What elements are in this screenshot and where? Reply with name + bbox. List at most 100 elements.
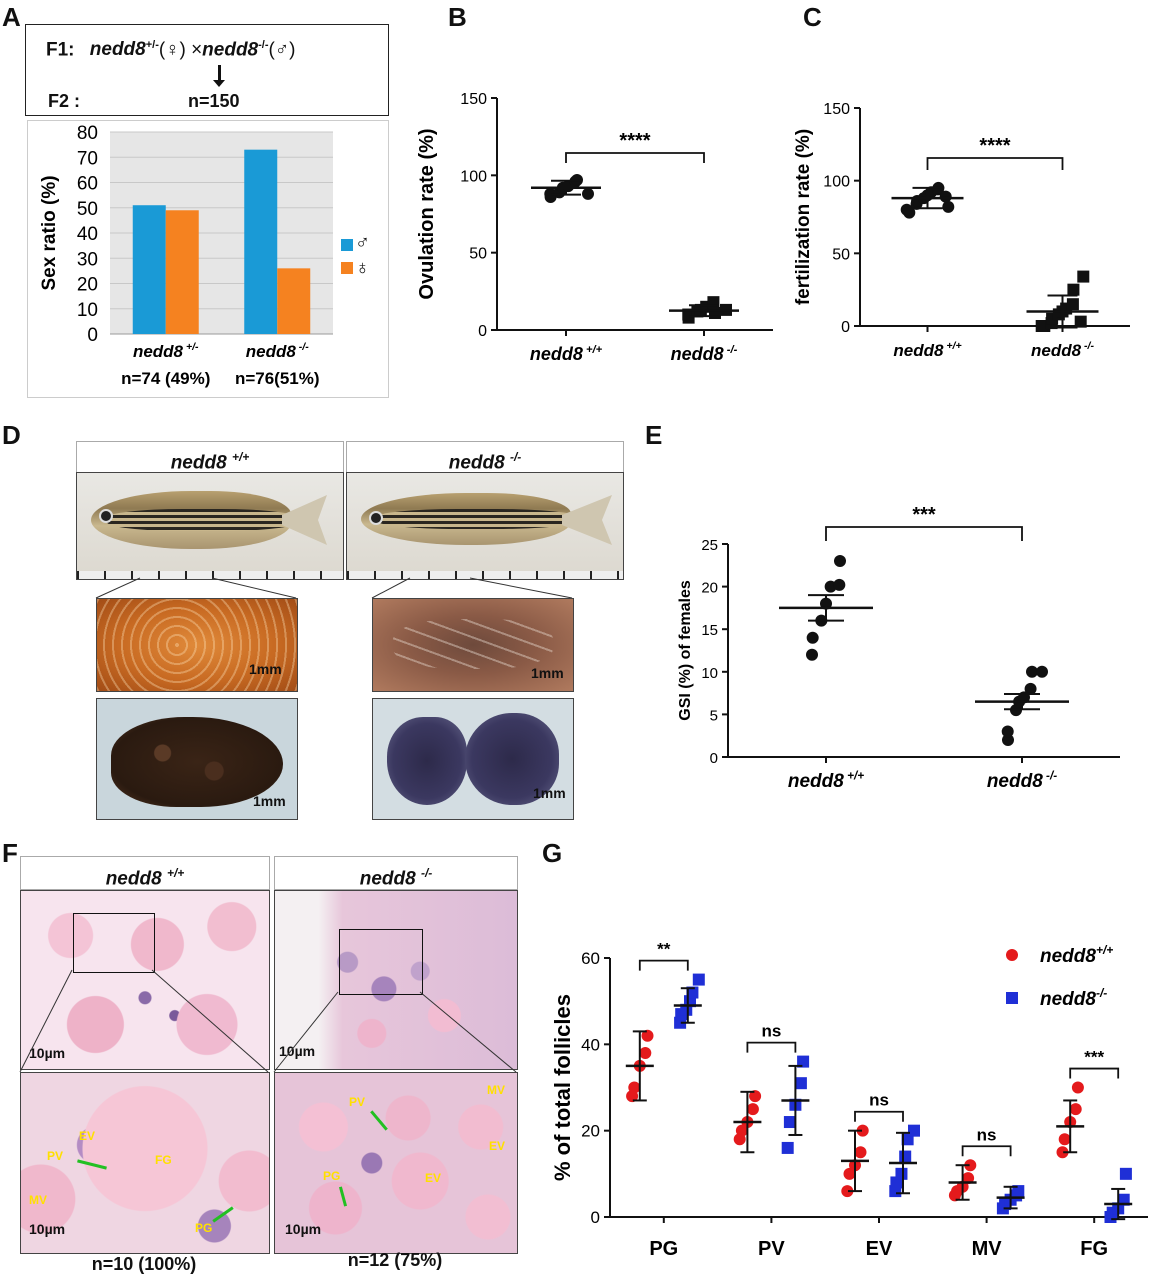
panel-f-title-right: nedd8 -/-	[274, 856, 518, 890]
scale-bar-f3: 10µm	[29, 1221, 66, 1237]
point-E-1-5	[1024, 682, 1037, 695]
cross-female-parent: nedd8	[89, 39, 146, 61]
sig-G-2-bracket	[854, 1110, 904, 1122]
tissue-label-right-3: EV	[489, 1139, 506, 1153]
y-tick-G-0: 0	[591, 1208, 600, 1227]
fish-stripes-mutant	[377, 509, 577, 529]
y-tick-E-3: 15	[701, 622, 718, 639]
y-tick-a-3: 30	[77, 249, 98, 270]
point-G-3-0-4	[964, 1159, 977, 1172]
gsi-chart: 0 5 10 15 20 25 GSI (%) of females nedd8 +/+ ned…	[677, 504, 1120, 792]
x-tick-C-0: nedd8 +/+	[893, 340, 961, 360]
sig-E-label: ***	[912, 504, 936, 526]
cross-arrow-head	[213, 80, 225, 87]
fish-photo-wildtype	[76, 472, 344, 580]
zoom-line-f3	[273, 991, 339, 1073]
panel-f-left-sup: +/+	[166, 866, 185, 880]
point-G-2-0-1	[843, 1167, 856, 1180]
sig-E-bracket	[825, 526, 1023, 541]
green-arrow-icon-2	[212, 1206, 234, 1223]
panel-f-right-sup: -/-	[420, 866, 433, 880]
panel-label-c: C	[803, 2, 822, 32]
y-tick-E-5: 25	[701, 537, 718, 554]
fish-eye-mutant	[369, 511, 383, 525]
point-E-0-0	[806, 648, 818, 661]
point-C-1-9	[1077, 270, 1090, 283]
tissue-label-left-1: EV	[79, 1129, 96, 1143]
point-B-0-1	[544, 187, 557, 200]
point-E-0-5	[833, 578, 846, 591]
point-B-0-7	[582, 187, 594, 200]
point-G-1-0-1	[735, 1124, 748, 1137]
panel-f-right-title: nedd8	[359, 868, 416, 890]
point-G-4-0-0	[1056, 1146, 1069, 1159]
x-tick-B-1: nedd8 -/-	[671, 344, 738, 364]
y-tick-E-2: 10	[701, 665, 718, 682]
point-G-1-1-0	[781, 1141, 794, 1154]
panel-label-b: B	[448, 2, 467, 32]
y-axis-label-E: GSI (%) of females	[677, 580, 694, 721]
cross-f2-label: F2 :	[48, 91, 81, 111]
y-tick-E-0: 0	[710, 750, 718, 767]
cross-arrow-icon	[218, 65, 221, 83]
sig-G-1-bracket	[746, 1041, 797, 1053]
point-G-1-1-4	[797, 1055, 810, 1068]
fish-photo-mutant	[346, 472, 624, 580]
cross-male-sym: (♂)	[268, 39, 296, 61]
ruler-wildtype	[77, 571, 343, 579]
point-E-0-1	[806, 631, 819, 644]
sig-G-0-bracket	[638, 959, 689, 971]
x-tick-G-1: PV	[758, 1238, 785, 1260]
point-C-0-9	[942, 200, 955, 213]
panel-f-n-right: n=12 (75%)	[347, 1250, 443, 1270]
inset-box-mutant	[339, 929, 423, 995]
x-tick-G-0: PG	[649, 1238, 678, 1260]
x-tick-C-1: nedd8 -/-	[1031, 340, 1094, 360]
x-tick-a-1: nedd8 -/-	[246, 341, 309, 361]
y-tick-C-1: 50	[832, 246, 850, 263]
cross-box: F1: nedd8+/-(♀) ×nedd8-/-(♂) F2 : n=150	[25, 24, 389, 116]
y-tick-G-3: 60	[581, 949, 600, 968]
sig-G-0-label: **	[657, 940, 671, 959]
scale-bar-d2: 1mm	[531, 665, 564, 681]
cross-male-sup: -/-	[258, 39, 269, 51]
point-G-0-0-3	[639, 1046, 652, 1059]
cross-male-parent: nedd8	[202, 39, 259, 61]
tissue-label-right-4: PG	[323, 1169, 341, 1183]
sig-G-2-label: ns	[869, 1091, 889, 1110]
point-C-1-8	[1067, 283, 1080, 296]
zoom-line-d1	[95, 577, 141, 599]
panel-label-g: G	[542, 838, 563, 868]
y-tick-a-0: 0	[87, 325, 98, 346]
point-G-3-1-4	[1012, 1185, 1025, 1198]
sig-C-bracket	[926, 157, 1064, 170]
histology-wildtype-high: EV PV FG MV PG 10µm	[20, 1072, 270, 1254]
histology-wildtype-low: 10µm	[20, 890, 270, 1070]
sig-G-4-bracket	[1069, 1067, 1120, 1079]
point-C-1-1	[1035, 320, 1048, 332]
panel-d-left-title: nedd8	[170, 452, 227, 474]
legend-male-symbol: ♂	[355, 232, 370, 254]
panel-d-left-sup: +/+	[231, 450, 250, 464]
sig-G-4-label: ***	[1084, 1048, 1104, 1067]
ovary-texture-wildtype	[97, 599, 297, 691]
sig-C-label: ****	[979, 135, 1010, 157]
bar-a-0-1	[165, 210, 199, 334]
x-tick-E-0: nedd8 +/+	[788, 769, 864, 792]
legend-male-swatch	[341, 239, 353, 251]
tissue-label-left-3: FG	[155, 1153, 172, 1167]
oocyte-cluster-mutant-right	[465, 713, 559, 805]
cross-female-sup: +/-	[145, 39, 159, 51]
oocyte-cluster-mutant-left	[387, 717, 467, 805]
tissue-label-right-1: PV	[349, 1095, 366, 1109]
x-note-a-1: n=76(51%)	[235, 369, 320, 388]
ovary-dissected-mutant: 1mm	[372, 598, 574, 692]
legend-female-swatch	[341, 262, 353, 274]
y-tick-C-2: 100	[823, 174, 850, 191]
panel-f-n-left: n=10 (100%)	[91, 1254, 197, 1274]
point-E-1-6	[1026, 665, 1038, 678]
cross-f1-label: F1:	[46, 39, 75, 61]
zoom-line-d4	[469, 577, 573, 599]
